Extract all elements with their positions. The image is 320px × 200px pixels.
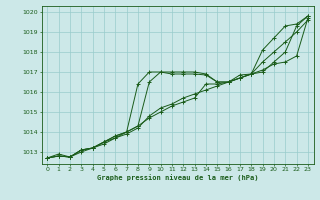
X-axis label: Graphe pression niveau de la mer (hPa): Graphe pression niveau de la mer (hPa) (97, 174, 258, 181)
